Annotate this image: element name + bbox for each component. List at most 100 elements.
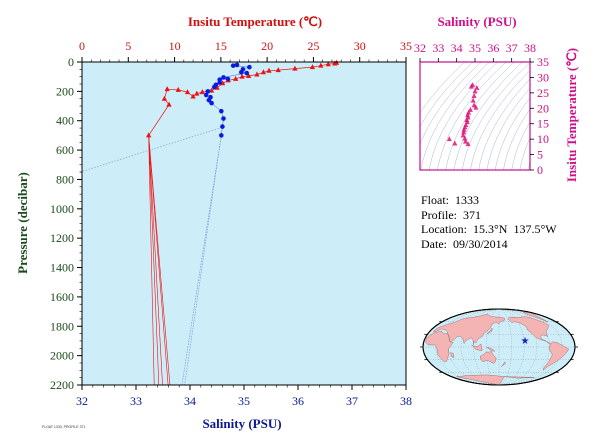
location-value: 15.3°N 137.5°W xyxy=(472,222,557,236)
pressure-tick-label: 600 xyxy=(56,143,74,157)
ts-point xyxy=(470,97,476,103)
pressure-tick-label: 400 xyxy=(56,114,74,128)
ts-contour xyxy=(420,62,466,114)
temperature-tick-label: 10 xyxy=(169,39,181,53)
ts-temperature-tick-label: 15 xyxy=(537,117,549,131)
salinity-point xyxy=(212,84,217,90)
ts-salinity-tick-label: 35 xyxy=(469,41,481,55)
ts-point xyxy=(460,132,466,138)
pressure-tick-label: 1400 xyxy=(50,261,74,275)
temperature-deep-line xyxy=(148,135,155,386)
map-meridian xyxy=(498,309,525,385)
ts-contour xyxy=(503,108,530,170)
ts-point xyxy=(452,140,458,146)
salinity-point xyxy=(219,133,224,138)
temperature-point xyxy=(266,67,272,73)
temperature-point xyxy=(194,90,200,96)
ts-contour xyxy=(478,78,530,170)
ts-point xyxy=(472,88,478,94)
land-shape xyxy=(507,316,550,344)
ts-contour xyxy=(461,62,530,170)
salinity-point xyxy=(234,62,240,68)
ts-salinity-title: Salinity (PSU) xyxy=(437,14,516,29)
land-shape xyxy=(480,351,497,364)
ts-salinity-tick-label: 37 xyxy=(506,41,518,55)
temperature-point xyxy=(332,60,338,66)
ts-salinity-tick-label: 32 xyxy=(414,41,426,55)
map-land xyxy=(425,312,569,385)
ts-contour xyxy=(511,121,530,170)
footer-label: FLOAT 1333, PROFILE 371 xyxy=(42,425,86,429)
temperature-point xyxy=(292,65,298,71)
temperature-tick-label: 35 xyxy=(400,39,412,53)
salinity-tick-label: 36 xyxy=(292,394,304,408)
pressure-tick-label: 2200 xyxy=(50,378,74,392)
profile-plot-background xyxy=(82,62,406,385)
land-shape xyxy=(504,376,535,379)
temperature-tick-label: 0 xyxy=(79,39,85,53)
ts-point xyxy=(461,126,467,132)
date-row: Date: 09/30/2014 xyxy=(421,237,557,252)
ts-temperature-tick-label: 0 xyxy=(537,163,543,177)
temperature-deep-line xyxy=(148,135,171,386)
ts-point xyxy=(465,141,471,147)
pressure-tick-label: 2000 xyxy=(50,349,74,363)
temperature-point xyxy=(161,95,167,101)
temperature-point xyxy=(260,69,267,75)
temperature-point xyxy=(164,86,170,92)
ts-point xyxy=(473,104,479,110)
ts-point xyxy=(467,106,473,112)
ts-temperature-tick-label: 5 xyxy=(537,148,543,162)
temperature-tick-label: 20 xyxy=(261,39,273,53)
pressure-axis-title: Pressure (decibar) xyxy=(15,172,30,274)
ts-point xyxy=(474,84,480,90)
salinity-point xyxy=(217,80,222,85)
ts-contour xyxy=(494,97,530,170)
salinity-point xyxy=(239,69,244,75)
ts-point xyxy=(471,92,477,98)
temperature-point xyxy=(199,89,205,95)
temperature-point xyxy=(184,89,191,95)
ts-contour xyxy=(470,70,530,170)
ts-temperature-tick-label: 20 xyxy=(537,101,549,115)
salinity-tick-label: 37 xyxy=(346,394,358,408)
ts-contour xyxy=(420,62,474,128)
ts-salinity-tick-label: 38 xyxy=(524,41,536,55)
salinity-profile-points xyxy=(203,62,252,138)
salinity-point xyxy=(221,75,226,80)
ts-point xyxy=(462,138,468,144)
map-ticks xyxy=(420,321,578,373)
profile-label: Profile: xyxy=(421,207,457,222)
ts-temperature-tick-label: 30 xyxy=(537,70,549,84)
pressure-tick-label: 200 xyxy=(56,84,74,98)
salinity-point xyxy=(244,70,249,76)
ts-contour xyxy=(420,62,490,170)
ts-contour xyxy=(486,87,530,170)
ts-contour xyxy=(453,62,523,170)
profile-axis-ticks xyxy=(77,57,407,390)
land-shape xyxy=(432,313,506,345)
pressure-tick-label: 1000 xyxy=(50,202,74,216)
land-shape xyxy=(500,361,507,367)
land-shape xyxy=(471,343,483,352)
temperature-point xyxy=(275,67,281,73)
ts-axis-ticks xyxy=(419,58,534,171)
ts-background xyxy=(420,62,530,170)
salinity-tick-label: 34 xyxy=(184,394,196,408)
ts-points xyxy=(446,82,480,147)
salinity-tick-label: 33 xyxy=(130,394,142,408)
location-row: Location: 15.3°N 137.5°W xyxy=(421,222,557,237)
profile-row: Profile: 371 xyxy=(421,208,557,223)
pressure-tick-label: 1600 xyxy=(50,290,74,304)
date-label: Date: xyxy=(421,236,447,251)
land-shape xyxy=(486,327,493,335)
float-label: Float: xyxy=(421,193,450,207)
temperature-point xyxy=(325,61,331,67)
temperature-point xyxy=(233,75,239,81)
profile-value: 371 xyxy=(463,207,481,222)
salinity-point xyxy=(247,64,252,70)
temperature-point xyxy=(146,132,152,138)
ts-point xyxy=(465,112,471,118)
temperature-tick-label: 15 xyxy=(215,39,227,53)
